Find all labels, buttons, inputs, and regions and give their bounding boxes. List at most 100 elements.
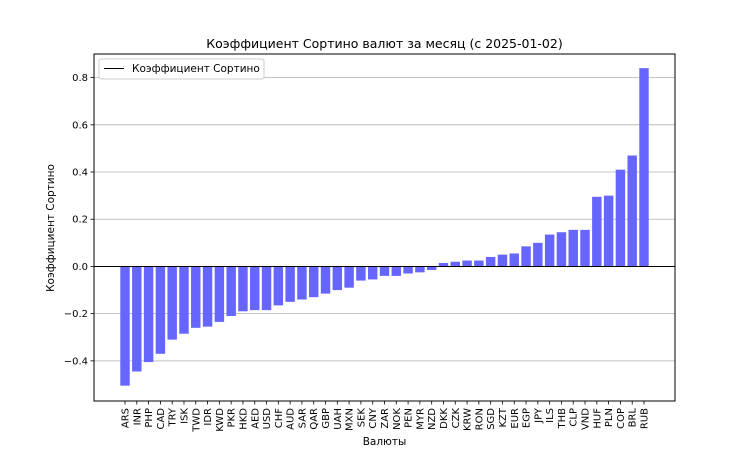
x-tick-label: EGP xyxy=(522,408,533,428)
x-tick-label: PEN xyxy=(404,408,415,428)
x-tick-label: ZAR xyxy=(380,408,391,429)
x-axis-label: Валюты xyxy=(363,436,407,448)
bar-cny xyxy=(367,266,378,280)
bar-ron xyxy=(474,260,484,267)
bar-sar xyxy=(297,266,307,300)
x-tick-label: PKR xyxy=(227,408,238,428)
bar-kwd xyxy=(214,266,225,322)
bar-cad xyxy=(155,266,166,354)
bar-idr xyxy=(202,266,213,327)
x-tick-label: ISK xyxy=(179,408,190,424)
x-tick-label: ILS xyxy=(545,408,556,423)
x-tick-label: KZT xyxy=(498,407,509,427)
x-tick-label: VND xyxy=(581,408,592,430)
x-tick-label: KWD xyxy=(215,408,226,432)
y-axis: −0.4 −0.2 0.0 0.2 0.4 0.6 0.8 xyxy=(64,73,94,367)
x-tick-label: IDR xyxy=(203,408,214,426)
bar-clp xyxy=(568,229,578,267)
bar-dkk xyxy=(438,262,449,267)
bar-usd xyxy=(261,266,272,311)
bar-hkd xyxy=(238,266,248,312)
bar-pkr xyxy=(226,266,236,317)
bar-ils xyxy=(544,234,555,267)
x-tick-label: AUD xyxy=(286,408,297,430)
bar-jpy xyxy=(533,242,543,267)
bar-aed xyxy=(250,266,260,311)
bar-aud xyxy=(285,266,295,302)
legend: Коэффициент Сортино xyxy=(98,58,265,80)
x-tick-label: KRW xyxy=(463,408,474,431)
x-tick-label: MXN xyxy=(345,408,356,431)
x-tick-label: CAD xyxy=(156,408,167,430)
x-tick-label: NOK xyxy=(392,408,403,430)
bar-ars xyxy=(120,266,130,386)
bar-try xyxy=(167,266,177,340)
x-tick-label: EUR xyxy=(510,408,521,429)
x-tick-label: TWD xyxy=(191,408,202,433)
x-tick-label: CZK xyxy=(451,408,462,429)
y-tick-label: −0.2 xyxy=(64,309,88,320)
y-tick-label: 0.4 xyxy=(72,168,88,179)
x-tick-label: CHF xyxy=(274,408,285,429)
x-tick-label: CLP xyxy=(569,408,580,427)
x-tick-label: BRL xyxy=(628,408,639,428)
bar-inr xyxy=(132,266,142,372)
bar-qar xyxy=(309,266,319,298)
x-tick-label: DKK xyxy=(439,408,450,429)
bar-vnd xyxy=(580,229,590,267)
bar-sgd xyxy=(485,257,496,267)
bar-krw xyxy=(462,260,472,267)
bar-uah xyxy=(332,266,343,291)
x-tick-label: THB xyxy=(557,408,568,430)
y-tick-label: 0.6 xyxy=(72,120,88,131)
bar-huf xyxy=(592,196,602,267)
y-tick-label: 0.2 xyxy=(72,215,88,226)
x-tick-label: SGD xyxy=(486,408,497,430)
y-axis-label: Коэффициент Сортино xyxy=(45,164,57,292)
bar-egp xyxy=(521,246,531,267)
bar-kzt xyxy=(497,254,508,267)
bar-pen xyxy=(403,266,413,274)
x-tick-label: INR xyxy=(132,408,143,425)
bar-nok xyxy=(391,266,402,276)
bar-rub xyxy=(639,68,649,267)
x-tick-label: CNY xyxy=(368,407,379,428)
x-tick-label: HUF xyxy=(592,408,603,429)
bar-myr xyxy=(415,266,425,273)
plot-frame xyxy=(93,53,676,402)
bar-zar xyxy=(379,266,390,276)
x-tick-label: COP xyxy=(616,408,627,429)
x-tick-label: PLN xyxy=(604,408,615,427)
bar-php xyxy=(143,266,154,363)
x-tick-label: AED xyxy=(250,408,261,429)
bar-cop xyxy=(615,169,626,267)
x-tick-label: GBP xyxy=(321,408,332,429)
x-tick-label: SEK xyxy=(356,408,367,428)
x-tick-label: ARS xyxy=(121,408,132,428)
x-tick-label: QAR xyxy=(309,408,320,430)
x-axis: ARS INR PHP CAD TRY ISK TWD IDR KWD PKR HKD AED USD C… xyxy=(121,401,651,433)
x-tick-label: JPY xyxy=(533,407,544,424)
x-tick-label: RON xyxy=(474,408,485,430)
legend-box xyxy=(98,58,265,80)
x-tick-label: USD xyxy=(262,408,273,430)
bar-twd xyxy=(191,266,201,328)
x-tick-label: RUB xyxy=(640,408,651,429)
bars xyxy=(120,68,649,386)
bar-isk xyxy=(179,266,189,334)
x-tick-label: NZD xyxy=(427,408,438,430)
chart-title: Коэффициент Сортино валют за месяц (с 20… xyxy=(206,36,562,51)
x-tick-label: MYR xyxy=(415,408,426,430)
bar-gbp xyxy=(320,266,331,294)
bar-pln xyxy=(603,195,614,267)
bar-thb xyxy=(556,232,567,267)
bar-czk xyxy=(450,261,460,267)
bar-sek xyxy=(356,266,366,281)
bar-brl xyxy=(627,155,637,267)
x-tick-label: PHP xyxy=(144,408,155,428)
bar-eur xyxy=(509,253,519,267)
x-tick-label: TRY xyxy=(168,407,179,427)
bar-chf xyxy=(273,266,284,306)
y-tick-label: 0.8 xyxy=(72,73,88,84)
